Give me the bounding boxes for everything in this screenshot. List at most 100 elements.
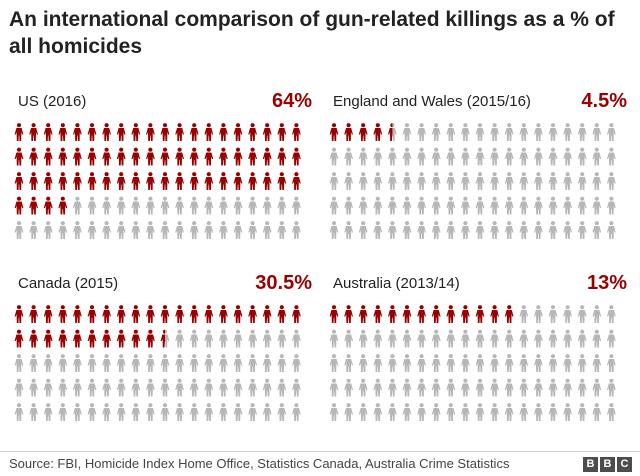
- person-icon: [563, 123, 572, 141]
- person-icon: [175, 196, 184, 215]
- person-icon: [607, 147, 616, 166]
- person-icon: [262, 123, 272, 141]
- person-icon: [14, 172, 24, 190]
- person-icon: [577, 378, 587, 397]
- person-icon: [292, 147, 301, 166]
- person-icon: [175, 147, 184, 166]
- person-icon: [14, 123, 24, 141]
- person-icon: [373, 147, 383, 166]
- person-icon: [490, 329, 499, 348]
- person-icon: [431, 403, 441, 421]
- person-icon: [233, 305, 243, 323]
- person-icon: [233, 123, 243, 141]
- person-icon: [204, 221, 214, 239]
- person-icon: [292, 403, 301, 421]
- person-icon: [248, 147, 257, 166]
- person-icon: [373, 403, 383, 421]
- icon-grid: [14, 123, 306, 243]
- person-icon: [292, 172, 301, 190]
- person-icon: [607, 196, 616, 215]
- person-icon: [592, 196, 602, 215]
- person-icon: [189, 354, 199, 372]
- person-icon: [175, 305, 184, 323]
- person-icon: [504, 172, 514, 190]
- person-icon: [292, 221, 301, 239]
- person-icon: [175, 403, 184, 421]
- person-icon: [146, 196, 155, 215]
- person-icon: [344, 378, 353, 397]
- person-icon: [373, 123, 383, 141]
- person-icon: [131, 354, 141, 372]
- person-icon: [577, 403, 587, 421]
- person-icon: [87, 305, 97, 323]
- person-icon: [563, 196, 572, 215]
- person-icon: [373, 378, 383, 397]
- panel-percent: 30.5%: [255, 272, 312, 294]
- person-icon: [175, 329, 184, 348]
- icon-grid: [14, 305, 306, 425]
- panel-australia: Australia (2013/14) 13%: [329, 272, 631, 424]
- person-icon: [417, 378, 426, 397]
- person-icon: [577, 147, 587, 166]
- person-icon: [490, 378, 499, 397]
- person-icon: [519, 403, 529, 421]
- person-icon: [344, 329, 353, 348]
- person-icon: [248, 403, 257, 421]
- person-icon: [248, 305, 257, 323]
- person-icon: [73, 305, 82, 323]
- person-icon: [146, 123, 155, 141]
- person-icon: [248, 172, 257, 190]
- person-icon: [504, 305, 514, 323]
- person-icon: [29, 378, 38, 397]
- person-icon: [329, 305, 339, 323]
- person-icon: [58, 329, 68, 348]
- panel-percent: 64%: [271, 90, 312, 112]
- person-icon: [388, 378, 397, 397]
- person-icon: [417, 305, 426, 323]
- person-icon: [329, 403, 339, 421]
- person-icon: [358, 378, 368, 397]
- person-icon: [446, 172, 456, 190]
- person-icon: [146, 378, 155, 397]
- person-icon: [14, 221, 24, 239]
- person-icon: [131, 221, 141, 239]
- person-icon: [329, 354, 339, 372]
- person-icon: [262, 329, 272, 348]
- person-icon: [131, 123, 141, 141]
- person-icon: [175, 378, 184, 397]
- person-icon-partial: [388, 123, 393, 141]
- person-icon: [43, 329, 53, 348]
- person-icon: [277, 403, 287, 421]
- person-icon: [14, 329, 24, 348]
- person-icon: [534, 403, 543, 421]
- person-icon: [87, 329, 97, 348]
- person-icon: [563, 354, 572, 372]
- person-icon: [29, 329, 38, 348]
- logo-letter: B: [583, 457, 598, 472]
- person-icon: [344, 354, 353, 372]
- person-icon: [534, 329, 543, 348]
- person-icon: [277, 196, 287, 215]
- person-icon: [431, 378, 441, 397]
- person-icon: [358, 221, 368, 239]
- person-icon: [116, 354, 126, 372]
- person-icon: [490, 305, 499, 323]
- person-icon: [58, 147, 68, 166]
- person-icon: [102, 354, 111, 372]
- person-icon: [402, 123, 412, 141]
- person-icon: [461, 354, 470, 372]
- person-icon: [233, 403, 243, 421]
- person-icon: [58, 172, 68, 190]
- person-icon: [43, 403, 53, 421]
- person-icon: [402, 147, 412, 166]
- panel-label: Australia (2013/14): [333, 275, 460, 292]
- person-icon: [358, 403, 368, 421]
- person-icon: [262, 305, 272, 323]
- person-icon: [277, 305, 287, 323]
- person-icon: [446, 196, 456, 215]
- person-icon: [43, 123, 53, 141]
- person-icon: [504, 221, 514, 239]
- person-icon: [58, 221, 68, 239]
- person-icon: [87, 354, 97, 372]
- person-icon: [446, 123, 456, 141]
